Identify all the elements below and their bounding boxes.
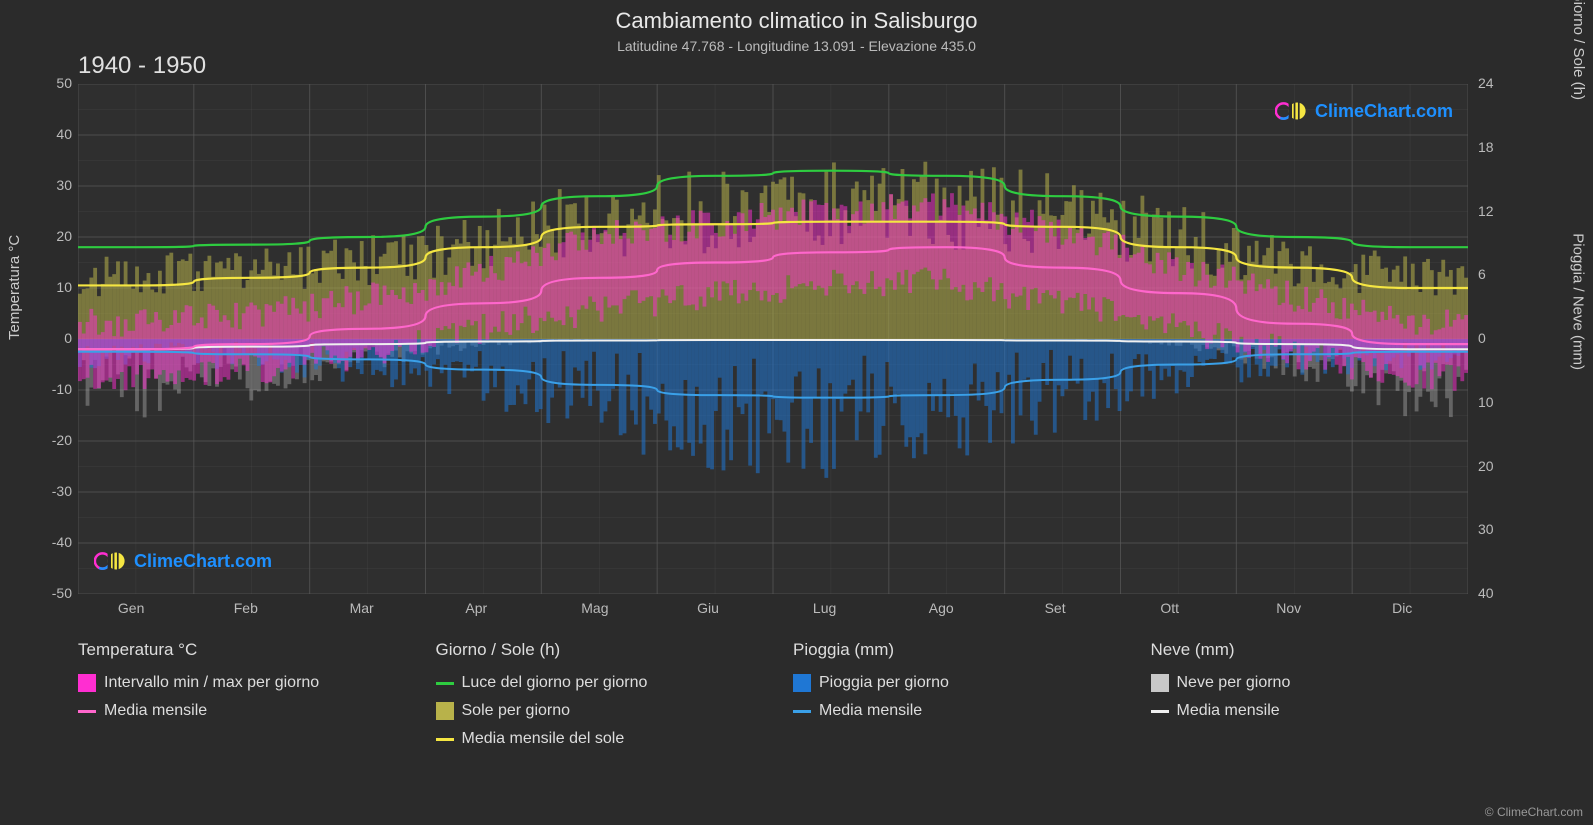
x-tick-month: Gen — [118, 600, 144, 616]
climechart-logo-icon — [94, 550, 128, 572]
y-left-tick: 40 — [38, 126, 72, 142]
legend-swatch-line — [793, 710, 811, 713]
y-left-axis-label: Temperatura °C — [6, 235, 23, 340]
chart-container: Cambiamento climatico in Salisburgo Lati… — [0, 0, 1593, 825]
legend-header: Pioggia (mm) — [793, 640, 1111, 660]
legend-header: Giorno / Sole (h) — [436, 640, 754, 660]
legend-header: Temperatura °C — [78, 640, 396, 660]
watermark-top-right: ClimeChart.com — [1275, 100, 1453, 122]
legend-header: Neve (mm) — [1151, 640, 1469, 660]
legend-swatch-box — [78, 674, 96, 692]
x-tick-month: Feb — [234, 600, 258, 616]
legend-label: Media mensile — [1177, 702, 1280, 720]
x-tick-month: Giu — [697, 600, 719, 616]
y-right-tick-mm: 40 — [1478, 585, 1508, 601]
legend-swatch-box — [436, 702, 454, 720]
y-right-tick-mm: 10 — [1478, 394, 1508, 410]
legend-label: Intervallo min / max per giorno — [104, 674, 319, 692]
x-tick-month: Mag — [581, 600, 608, 616]
plot-svg — [78, 84, 1468, 594]
y-left-tick: -30 — [38, 483, 72, 499]
legend-item: Pioggia per giorno — [793, 674, 1111, 692]
legend-swatch-line — [1151, 710, 1169, 713]
y-left-tick: -50 — [38, 585, 72, 601]
x-tick-month: Lug — [813, 600, 836, 616]
period-label: 1940 - 1950 — [78, 52, 206, 80]
legend-item: Luce del giorno per giorno — [436, 674, 754, 692]
watermark-text: ClimeChart.com — [1315, 101, 1453, 122]
legend-item: Neve per giorno — [1151, 674, 1469, 692]
chart-subtitle: Latitudine 47.768 - Longitudine 13.091 -… — [0, 38, 1593, 54]
y-right-tick-hours: 6 — [1478, 266, 1508, 282]
legend-item: Media mensile — [793, 702, 1111, 720]
legend-column: Pioggia (mm) Pioggia per giorno Media mens… — [793, 640, 1111, 748]
legend-label: Media mensile del sole — [462, 730, 625, 748]
legend-label: Neve per giorno — [1177, 674, 1291, 692]
legend-label: Luce del giorno per giorno — [462, 674, 648, 692]
y-left-tick: -10 — [38, 381, 72, 397]
y-right-axis-label-bottom: Pioggia / Neve (mm) — [1570, 233, 1587, 370]
y-left-tick: 20 — [38, 228, 72, 244]
copyright: © ClimeChart.com — [1485, 805, 1583, 819]
legend-column: Giorno / Sole (h) Luce del giorno per gio… — [436, 640, 754, 748]
x-tick-month: Mar — [350, 600, 374, 616]
x-tick-month: Ott — [1160, 600, 1179, 616]
legend-swatch-box — [793, 674, 811, 692]
legend: Temperatura °C Intervallo min / max per g… — [78, 640, 1468, 748]
x-tick-month: Dic — [1392, 600, 1412, 616]
legend-item: Media mensile — [78, 702, 396, 720]
y-left-tick: 30 — [38, 177, 72, 193]
y-right-tick-hours: 12 — [1478, 203, 1508, 219]
legend-swatch-line — [436, 682, 454, 685]
legend-swatch-line — [436, 738, 454, 741]
legend-item: Sole per giorno — [436, 702, 754, 720]
chart-title: Cambiamento climatico in Salisburgo — [0, 8, 1593, 34]
climechart-logo-icon — [1275, 100, 1309, 122]
y-left-tick: 10 — [38, 279, 72, 295]
y-left-tick: -20 — [38, 432, 72, 448]
legend-item: Media mensile — [1151, 702, 1469, 720]
watermark-text: ClimeChart.com — [134, 551, 272, 572]
legend-column: Neve (mm) Neve per giorno Media mensile — [1151, 640, 1469, 748]
y-right-tick-hours: 0 — [1478, 330, 1508, 346]
legend-label: Pioggia per giorno — [819, 674, 949, 692]
y-right-tick-mm: 20 — [1478, 458, 1508, 474]
legend-column: Temperatura °C Intervallo min / max per g… — [78, 640, 396, 748]
legend-label: Media mensile — [104, 702, 207, 720]
y-right-axis-label-top: Giorno / Sole (h) — [1570, 0, 1587, 100]
watermark-bottom-left: ClimeChart.com — [94, 550, 272, 572]
plot-area — [78, 84, 1468, 594]
legend-swatch-box — [1151, 674, 1169, 692]
y-right-tick-hours: 24 — [1478, 75, 1508, 91]
y-left-tick: 50 — [38, 75, 72, 91]
legend-label: Sole per giorno — [462, 702, 571, 720]
x-tick-month: Ago — [929, 600, 954, 616]
y-left-tick: 0 — [38, 330, 72, 346]
x-tick-month: Set — [1045, 600, 1066, 616]
legend-item: Media mensile del sole — [436, 730, 754, 748]
y-right-tick-hours: 18 — [1478, 139, 1508, 155]
legend-item: Intervallo min / max per giorno — [78, 674, 396, 692]
legend-label: Media mensile — [819, 702, 922, 720]
legend-swatch-line — [78, 710, 96, 713]
y-right-tick-mm: 30 — [1478, 521, 1508, 537]
y-left-tick: -40 — [38, 534, 72, 550]
x-tick-month: Nov — [1276, 600, 1301, 616]
x-tick-month: Apr — [465, 600, 487, 616]
